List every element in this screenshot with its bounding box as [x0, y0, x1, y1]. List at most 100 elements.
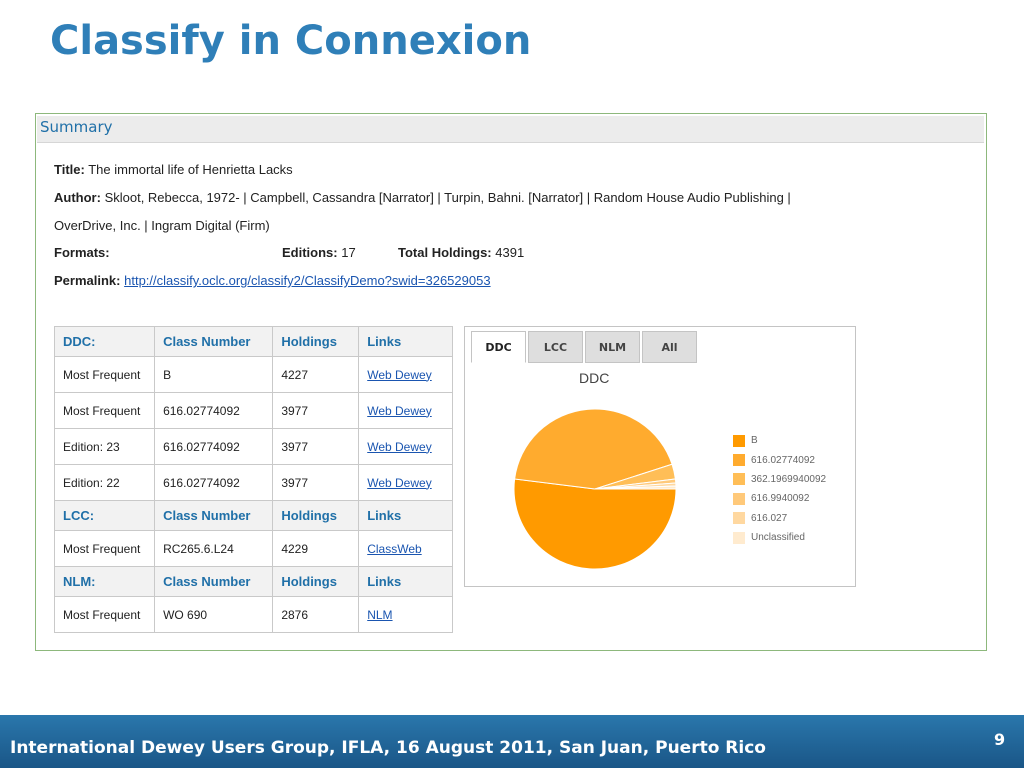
- table-row: Edition: 22 616.02774092 3977 Web Dewey: [53, 464, 453, 501]
- chart-panel: DDC LCC NLM All DDC B 616.02774092 362.196994…: [464, 326, 856, 587]
- title-row: Title: The immortal life of Henrietta La…: [54, 162, 293, 177]
- legend-label: 616.02774092: [751, 454, 815, 466]
- legend-label: 616.9940092: [751, 493, 810, 505]
- table-cell: B: [154, 356, 274, 393]
- link-cell: Web Dewey: [358, 464, 453, 501]
- nlm-header-cell: Links: [358, 566, 453, 597]
- legend-label: B: [751, 435, 758, 447]
- formats-row: Formats: Editions: 17 Total Holdings: 43…: [54, 245, 574, 260]
- table-row: Most Frequent 616.02774092 3977 Web Dewey: [53, 392, 453, 429]
- table-cell: 3977: [272, 392, 360, 429]
- summary-header: Summary: [37, 116, 984, 143]
- legend-item: 362.1969940092: [733, 470, 826, 489]
- table-cell: 2876: [272, 596, 360, 633]
- table-cell: 616.02774092: [154, 464, 274, 501]
- legend-swatch: [733, 434, 745, 447]
- legend-label: 362.1969940092: [751, 473, 827, 485]
- table-cell: Most Frequent: [53, 596, 156, 633]
- author-value: Skloot, Rebecca, 1972- | Campbell, Cassa…: [104, 190, 791, 205]
- total-holdings-value: 4391: [495, 245, 525, 260]
- table-cell: 4229: [272, 530, 360, 567]
- table-row: Most Frequent WO 690 2876 NLM: [53, 596, 453, 633]
- chart-legend: B 616.02774092 362.1969940092 616.9940092 61…: [733, 431, 826, 547]
- legend-item: Unclassified: [733, 528, 826, 547]
- link-cell: Web Dewey: [358, 428, 453, 465]
- link-web-dewey[interactable]: Web Dewey: [367, 367, 432, 382]
- ddc-header-row: DDC: Class Number Holdings Links: [53, 326, 453, 357]
- table-cell: 4227: [272, 356, 360, 393]
- summary-panel: Summary Title: The immortal life of Henr…: [35, 113, 987, 651]
- table-row: Edition: 23 616.02774092 3977 Web Dewey: [53, 428, 453, 465]
- link-web-dewey[interactable]: Web Dewey: [367, 403, 432, 418]
- page-number: 9: [994, 730, 1006, 749]
- ddc-header-cell: Class Number: [154, 326, 274, 357]
- link-cell: Web Dewey: [358, 356, 453, 393]
- ddc-header-cell: Links: [358, 326, 453, 357]
- table-cell: WO 690: [154, 596, 274, 633]
- classification-table: DDC: Class Number Holdings Links Most Freque…: [53, 326, 453, 633]
- permalink-row: Permalink: http://classify.oclc.org/clas…: [54, 273, 491, 288]
- table-cell: Most Frequent: [53, 356, 156, 393]
- legend-swatch: [733, 492, 745, 505]
- link-cell: NLM: [358, 596, 453, 633]
- tab-all[interactable]: All: [642, 331, 697, 363]
- table-row: Most Frequent RC265.6.L24 4229 ClassWeb: [53, 530, 453, 567]
- lcc-header-cell: Holdings: [272, 500, 360, 531]
- table-cell: 616.02774092: [154, 392, 274, 429]
- permalink-link[interactable]: http://classify.oclc.org/classify2/Class…: [124, 273, 491, 288]
- link-nlm[interactable]: NLM: [367, 607, 393, 622]
- link-cell: Web Dewey: [358, 392, 453, 429]
- editions-label: Editions:: [282, 245, 338, 260]
- chart-tabs: DDC LCC NLM All: [471, 331, 699, 363]
- link-classweb[interactable]: ClassWeb: [367, 541, 422, 556]
- chart-title: DDC: [579, 370, 610, 386]
- nlm-header-cell: Holdings: [272, 566, 360, 597]
- link-cell: ClassWeb: [358, 530, 453, 567]
- legend-swatch: [733, 473, 745, 486]
- table-cell: Most Frequent: [53, 530, 156, 567]
- legend-label: 616.027: [751, 512, 788, 524]
- slide-footer: International Dewey Users Group, IFLA, 1…: [0, 715, 1024, 768]
- nlm-header-cell: NLM:: [53, 566, 156, 597]
- table-cell: RC265.6.L24: [154, 530, 274, 567]
- total-holdings-label: Total Holdings:: [398, 245, 492, 260]
- tab-ddc[interactable]: DDC: [471, 331, 526, 363]
- table-cell: Most Frequent: [53, 392, 156, 429]
- nlm-header-cell: Class Number: [154, 566, 274, 597]
- lcc-header-row: LCC: Class Number Holdings Links: [53, 500, 453, 531]
- legend-swatch: [733, 454, 745, 467]
- link-web-dewey[interactable]: Web Dewey: [367, 439, 432, 454]
- tab-nlm[interactable]: NLM: [585, 331, 640, 363]
- table-cell: 3977: [272, 464, 360, 501]
- pie-chart: [513, 408, 677, 570]
- title-label: Title:: [54, 162, 85, 177]
- legend-item: 616.027: [733, 509, 826, 528]
- table-cell: Edition: 22: [53, 464, 156, 501]
- link-web-dewey[interactable]: Web Dewey: [367, 475, 432, 490]
- table-cell: 3977: [272, 428, 360, 465]
- footer-text: International Dewey Users Group, IFLA, 1…: [10, 738, 766, 758]
- tab-lcc[interactable]: LCC: [528, 331, 583, 363]
- author-row: Author: Skloot, Rebecca, 1972- | Campbel…: [54, 190, 791, 205]
- slide-title: Classify in Connexion: [50, 18, 532, 64]
- ddc-header-cell: DDC:: [53, 326, 156, 357]
- pie-slice: [594, 485, 677, 490]
- editions-value: 17: [341, 245, 356, 260]
- table-cell: 616.02774092: [154, 428, 274, 465]
- ddc-header-cell: Holdings: [272, 326, 360, 357]
- legend-swatch: [733, 512, 745, 525]
- nlm-header-row: NLM: Class Number Holdings Links: [53, 566, 453, 597]
- title-value: The immortal life of Henrietta Lacks: [88, 162, 293, 177]
- lcc-header-cell: Links: [358, 500, 453, 531]
- summary-heading: Summary: [40, 118, 113, 136]
- lcc-header-cell: Class Number: [154, 500, 274, 531]
- pie-slice: [514, 408, 673, 490]
- legend-swatch: [733, 531, 745, 544]
- pie-slice: [513, 478, 677, 570]
- legend-item: B: [733, 431, 826, 450]
- legend-item: 616.9940092: [733, 489, 826, 508]
- lcc-header-cell: LCC:: [53, 500, 156, 531]
- table-cell: Edition: 23: [53, 428, 156, 465]
- author-label: Author:: [54, 190, 101, 205]
- author-value-continued: OverDrive, Inc. | Ingram Digital (Firm): [54, 218, 270, 233]
